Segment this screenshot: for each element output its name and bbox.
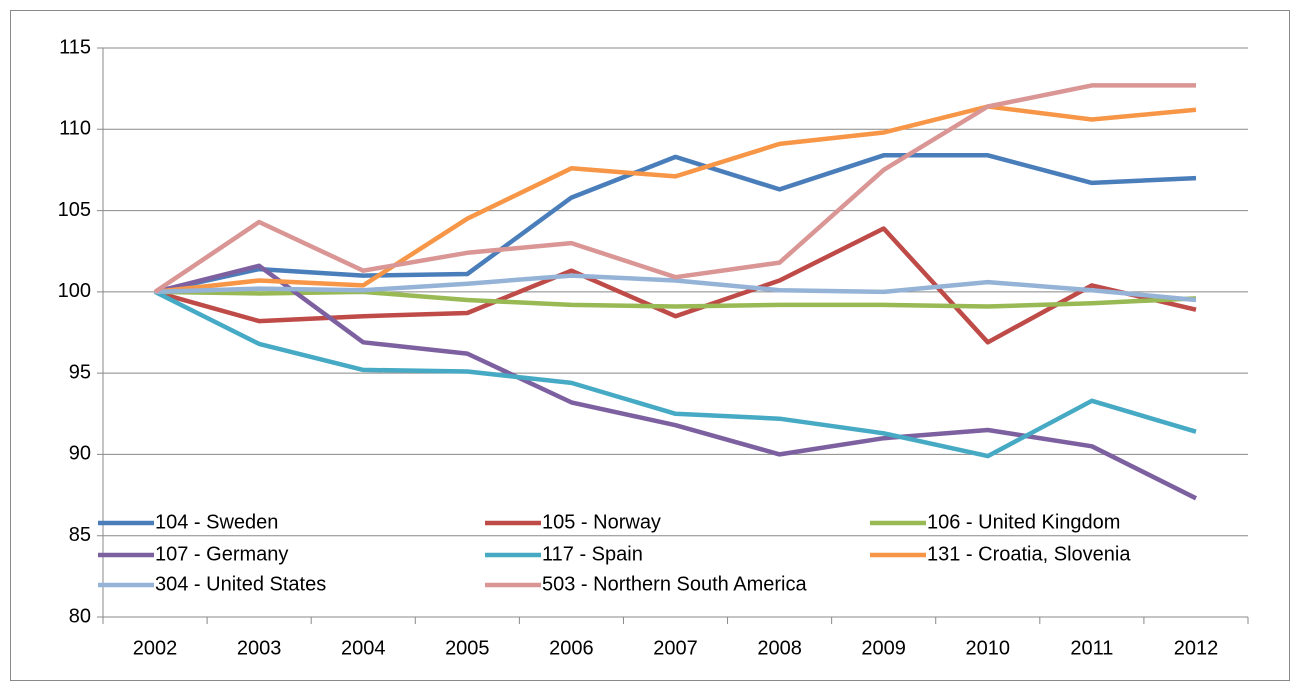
x-tick-label: 2009 — [861, 637, 906, 659]
x-tick-label: 2003 — [237, 637, 282, 659]
legend-label: 106 - United Kingdom — [927, 511, 1120, 533]
legend-label: 107 - Germany — [155, 543, 288, 565]
y-tick-label: 95 — [69, 361, 91, 383]
y-tick-label: 105 — [58, 199, 91, 221]
y-tick-label: 100 — [58, 280, 91, 302]
x-tick-label: 2007 — [653, 637, 698, 659]
x-tick-label: 2008 — [757, 637, 802, 659]
x-tick-label: 2012 — [1174, 637, 1219, 659]
series-line — [154, 289, 1197, 309]
x-tick-label: 2011 — [1070, 637, 1113, 659]
y-tick-label: 90 — [69, 443, 91, 465]
y-tick-label: 85 — [69, 524, 91, 546]
legend-label: 104 - Sweden — [155, 511, 278, 533]
series-line — [153, 83, 1196, 294]
y-tick-label: 80 — [69, 605, 91, 627]
chart-border — [10, 10, 1290, 681]
legend-label: 503 - Northern South America — [542, 573, 807, 595]
x-tick-label: 2010 — [966, 637, 1011, 659]
series-line — [153, 289, 1197, 459]
y-tick-label: 110 — [59, 118, 91, 140]
series-line — [154, 273, 1197, 303]
y-tick-label: 115 — [59, 36, 91, 58]
series-line — [154, 153, 1197, 295]
legend-label: 304 - United States — [155, 573, 326, 595]
legend-label: 131 - Croatia, Slovenia — [927, 543, 1131, 565]
legend-label: 105 - Norway — [542, 511, 661, 533]
x-tick-label: 2005 — [445, 637, 490, 659]
legend-label: 117 - Spain — [542, 543, 643, 565]
x-tick-label: 2006 — [549, 637, 594, 659]
x-tick-label: 2002 — [133, 637, 178, 659]
series-line — [154, 104, 1197, 295]
x-tick-label: 2004 — [341, 637, 386, 659]
